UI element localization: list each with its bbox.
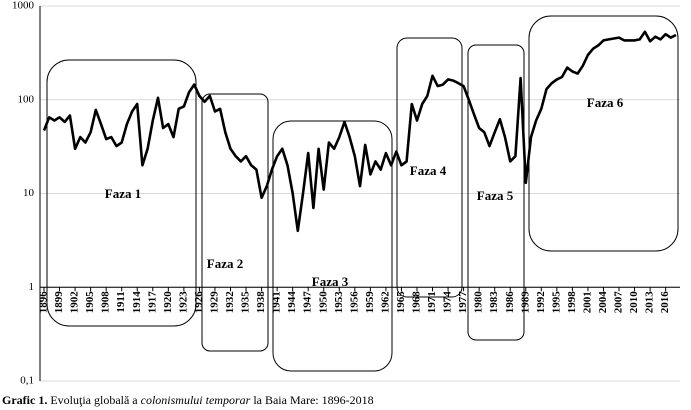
annotation: Faza 4 (410, 163, 447, 178)
x-tick-label: 2016 (659, 291, 671, 314)
annotation: Faza 3 (312, 274, 349, 289)
caption-label: Grafic 1. (2, 393, 47, 407)
x-tick-label: 1974 (442, 291, 454, 314)
x-tick-label: 1983 (488, 291, 500, 314)
series-line (42, 30, 677, 233)
caption-text: la Baia Mare: 1896-2018 (250, 393, 373, 407)
annotation: Faza 2 (207, 256, 243, 271)
y-tick-label: 1 (29, 281, 35, 293)
x-tick-label: 1914 (131, 291, 143, 314)
x-tick-label: 1902 (69, 291, 81, 314)
x-tick-label: 1962 (379, 291, 391, 314)
phase-box (46, 59, 197, 327)
x-tick-label: 1950 (317, 291, 329, 314)
x-tick-label: 1947 (302, 291, 314, 314)
x-tick-label: 1965 (395, 291, 407, 314)
x-tick-label: 1971 (426, 291, 438, 313)
phase-box (467, 44, 525, 341)
x-tick-label: 1980 (473, 291, 485, 314)
x-tick-label: 1905 (84, 291, 96, 314)
x-tick-label: 1986 (504, 291, 516, 314)
phase-box (396, 37, 463, 298)
x-tick-label: 1935 (240, 291, 252, 314)
x-tick-label: 2010 (628, 291, 640, 314)
caption-text: Evoluţia globală a (47, 393, 140, 407)
annotation: Faza 6 (587, 95, 624, 110)
x-tick-label: 1989 (519, 291, 531, 314)
x-tick-label: 2004 (597, 291, 609, 314)
x-tick-label: 1941 (271, 291, 283, 313)
phase-boxes (46, 15, 679, 372)
x-tick-label: 1977 (457, 291, 469, 314)
y-tick-label: 10 (23, 187, 35, 199)
x-tick-label: 1992 (535, 291, 547, 314)
x-tick-label: 1944 (286, 291, 298, 314)
phase-box (201, 93, 269, 352)
x-tick-label: 2013 (644, 291, 656, 314)
x-tick-label: 1998 (566, 291, 578, 314)
x-tick-label: 2007 (613, 291, 625, 314)
caption-text: colonismului temporar (141, 393, 251, 407)
x-tick-label: 1938 (255, 291, 267, 314)
annotation: Faza 1 (105, 186, 141, 201)
x-tick-label: 1908 (100, 291, 112, 314)
phase-box (272, 120, 393, 372)
x-tick-label: 1911 (115, 291, 127, 312)
x-tick-label: 1995 (550, 291, 562, 314)
x-tick-label: 1932 (224, 291, 236, 314)
y-tick-label: 1000 (12, 0, 35, 12)
phase-box (528, 15, 679, 252)
caption: Grafic 1. Evoluţia globală a colonismulu… (2, 393, 374, 407)
x-tick-label: 1923 (177, 291, 189, 314)
x-tick-label: 1953 (333, 291, 345, 314)
x-tick-label: 1929 (208, 291, 220, 314)
x-tick-label: 1920 (162, 291, 174, 314)
x-tick-label: 1956 (348, 291, 360, 314)
x-tick-label: 2001 (581, 291, 593, 313)
x-tick-label: 1899 (53, 291, 65, 314)
y-tick-label: 100 (18, 93, 35, 105)
x-tick-label: 1917 (146, 291, 158, 314)
x-tick-label: 1968 (411, 291, 423, 314)
x-tick-label: 1959 (364, 291, 376, 314)
y-tick-label: 0,1 (20, 375, 34, 387)
annotation: Faza 5 (477, 188, 514, 203)
